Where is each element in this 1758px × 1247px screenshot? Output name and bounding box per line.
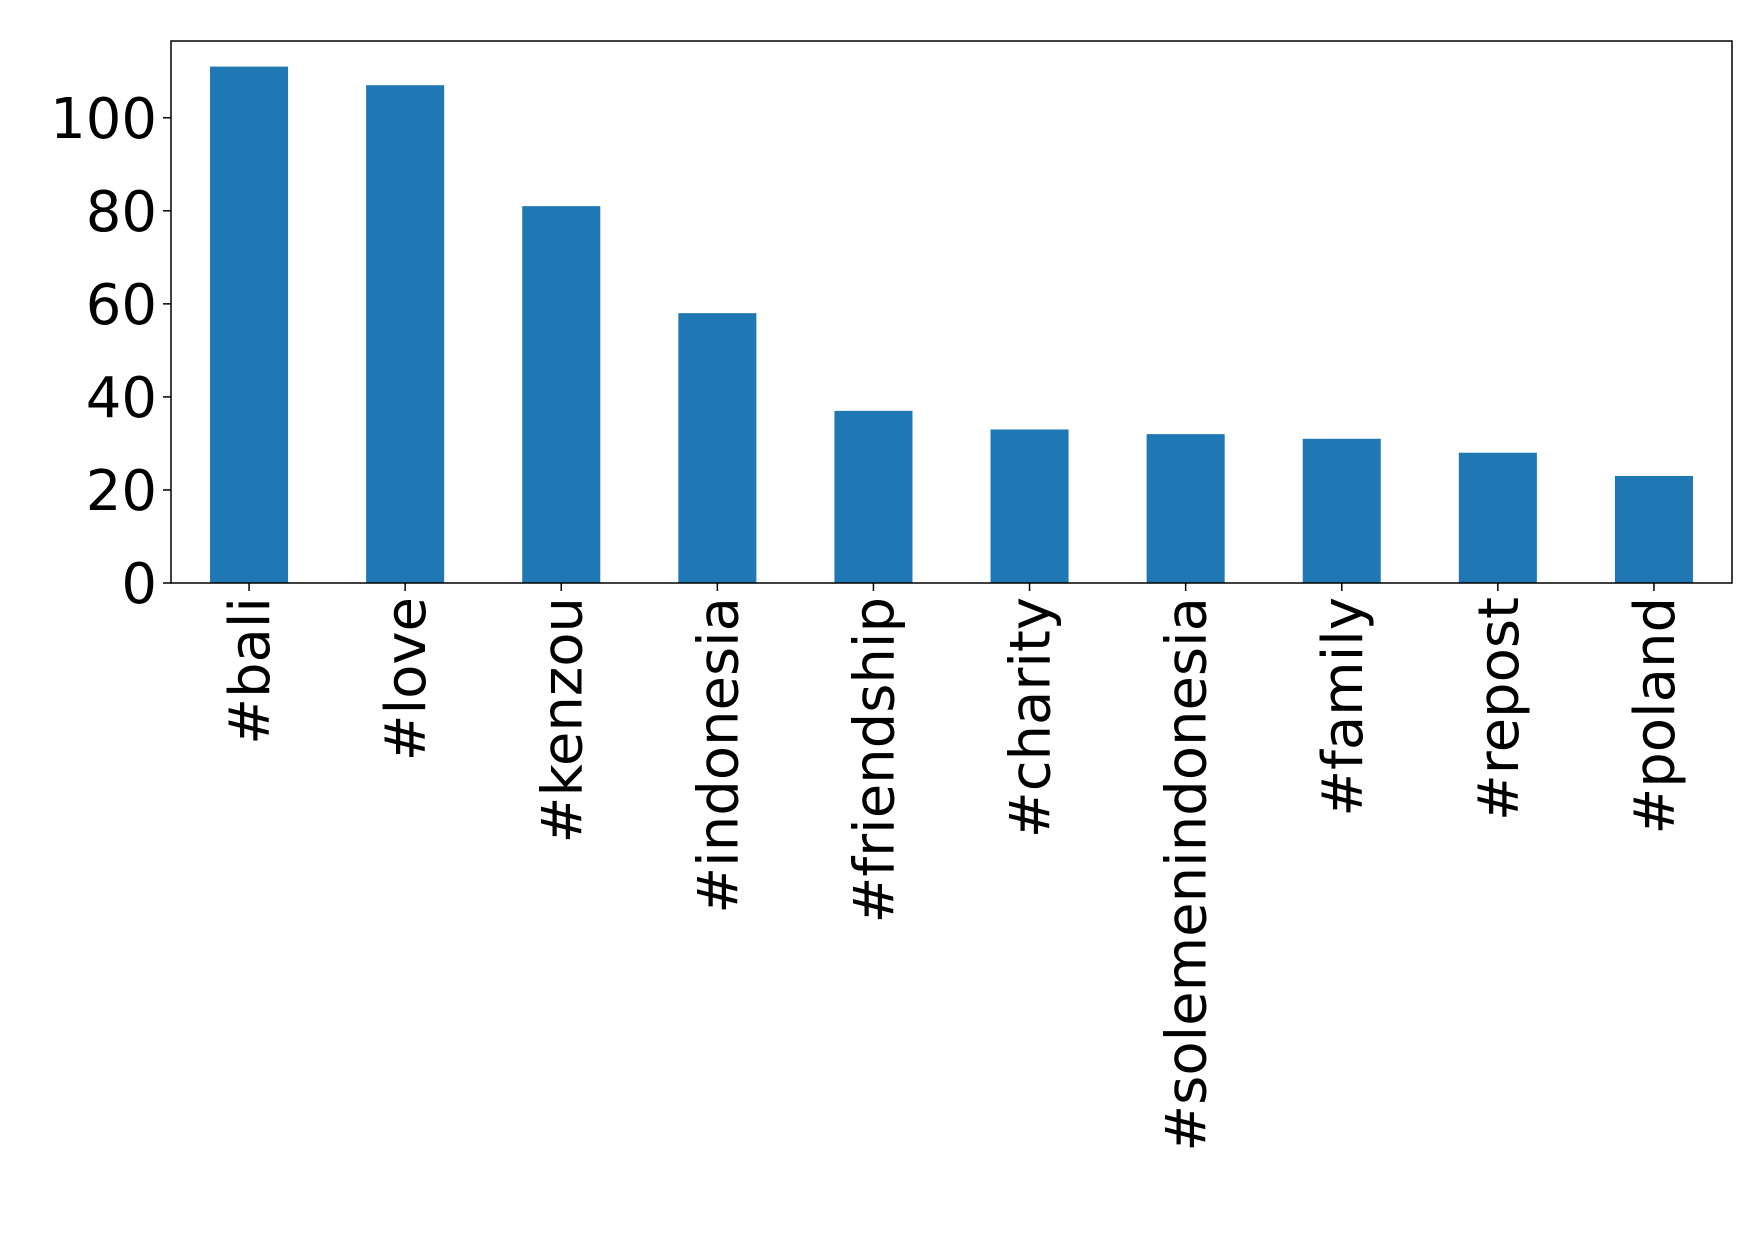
x-tick-label: #indonesia (686, 597, 751, 914)
x-tick-label: #friendship (842, 597, 907, 923)
y-tick-label: 100 (50, 87, 157, 152)
x-tick-label: #bali (218, 597, 283, 745)
y-tick-label: 80 (86, 180, 157, 245)
y-tick-label: 40 (86, 366, 157, 431)
bar (990, 429, 1069, 583)
bar (210, 66, 289, 583)
x-tick-label: #kenzou (530, 597, 595, 843)
bar (1458, 452, 1537, 583)
x-tick-label: #family (1311, 597, 1376, 817)
bar (366, 85, 445, 584)
bar (678, 313, 757, 583)
x-tick-label: #repost (1467, 597, 1532, 821)
bar (834, 410, 913, 583)
y-tick-label: 60 (86, 273, 157, 338)
y-tick-label: 20 (86, 459, 157, 524)
x-tick-label: #solemenindonesia (1155, 597, 1220, 1152)
bar (1146, 434, 1225, 583)
x-tick-label: #love (374, 597, 439, 761)
bar (1614, 475, 1693, 583)
x-tick-label: #charity (999, 597, 1064, 838)
plot-frame (170, 40, 1733, 584)
bar (1302, 438, 1381, 583)
bar (522, 206, 601, 583)
x-tick-label: #poland (1623, 597, 1688, 835)
y-tick-label: 0 (121, 552, 157, 617)
